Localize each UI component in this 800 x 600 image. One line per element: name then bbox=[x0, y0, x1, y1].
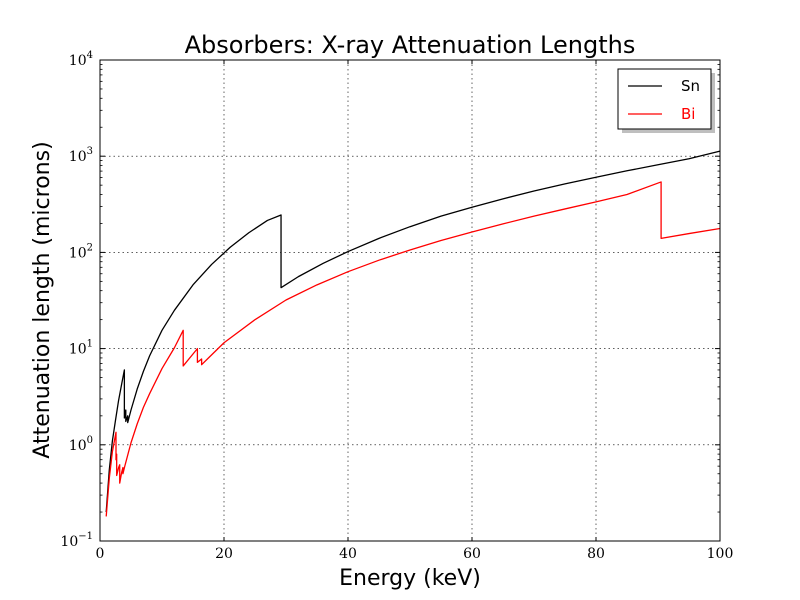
x-tick-label: 20 bbox=[215, 546, 233, 562]
legend-label-bi: Bi bbox=[681, 105, 695, 123]
y-tick-exponent: 1 bbox=[87, 339, 93, 350]
y-tick-base: 10 bbox=[69, 53, 87, 69]
legend-box bbox=[617, 68, 712, 130]
x-tick-label: 80 bbox=[587, 546, 605, 562]
y-tick-exponent: −1 bbox=[78, 531, 93, 542]
y-tick-label: 103 bbox=[69, 146, 93, 165]
y-tick-exponent: 0 bbox=[87, 435, 93, 446]
y-tick-label: 101 bbox=[69, 339, 93, 358]
series-line-sn bbox=[105, 150, 721, 513]
y-tick-exponent: 3 bbox=[87, 146, 93, 157]
y-tick-label: 10−1 bbox=[60, 531, 93, 550]
y-tick-label: 104 bbox=[69, 50, 93, 69]
legend-label-sn: Sn bbox=[681, 77, 700, 95]
y-tick-exponent: 4 bbox=[87, 50, 93, 61]
x-tick-label: 100 bbox=[707, 546, 734, 562]
series-lines bbox=[105, 150, 721, 517]
chart-title: Absorbers: X-ray Attenuation Lengths bbox=[185, 31, 636, 59]
y-tick-base: 10 bbox=[69, 245, 87, 261]
x-axis-label: Energy (keV) bbox=[339, 566, 481, 591]
legend: Sn Bi bbox=[617, 68, 715, 133]
x-tick-label: 40 bbox=[339, 546, 357, 562]
y-tick-base: 10 bbox=[69, 342, 87, 358]
plot-frame bbox=[99, 59, 721, 542]
y-tick-exponent: 2 bbox=[87, 242, 93, 253]
y-axis-label: Attenuation length (microns) bbox=[30, 141, 55, 458]
x-tick-label: 60 bbox=[463, 546, 481, 562]
series-line-bi bbox=[105, 181, 721, 517]
y-tick-label: 100 bbox=[69, 435, 93, 454]
y-tick-base: 10 bbox=[60, 534, 78, 550]
y-tick-base: 10 bbox=[69, 149, 87, 165]
y-tick-label: 102 bbox=[69, 242, 93, 261]
y-tick-base: 10 bbox=[69, 438, 87, 454]
x-tick-label: 0 bbox=[96, 546, 105, 562]
grid bbox=[100, 60, 720, 541]
